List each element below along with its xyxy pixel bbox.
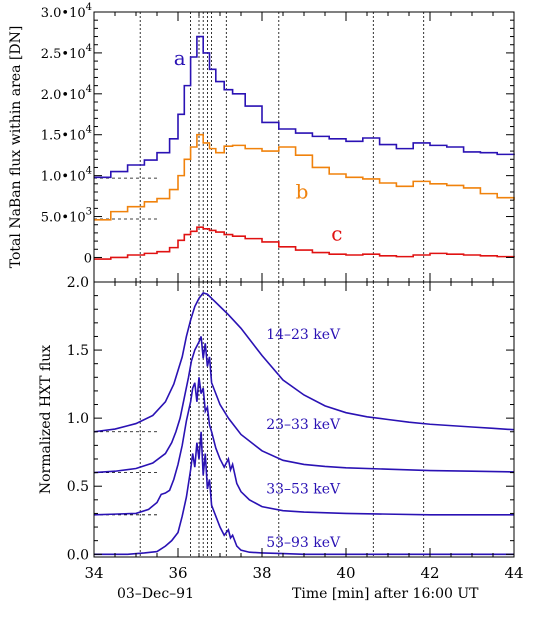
series-label: 14–23 keV [266,327,341,343]
y-tick-exponent: 4 [86,43,92,54]
y-tick-label: 0.5 [67,479,89,495]
x-tick-label: 38 [252,564,271,582]
series-label: 33–53 keV [266,482,341,498]
y-tick-label: 3.0•104 [41,2,92,21]
series-line-top-1 [94,133,515,221]
y-tick-label: 5.0•103 [41,207,92,226]
series-label: 23–33 keV [266,417,341,433]
series-line-bottom-1 [93,336,515,474]
x-tick-label: 44 [504,564,523,582]
series-label: 53–93 keV [266,535,341,551]
top-panel: a bc 0 5.0•103 1.0•104 1.5•104 2.0•104 2.5•104 3… [8,2,515,283]
date-label: 03–Dec–91 [117,586,194,602]
figure-labels: Time [min] after 16:00 UT 03–Dec–91 [117,586,479,602]
y-tick-label: 1.5 [67,343,89,359]
y-tick-label: 1.0•104 [41,166,92,185]
series-line-bottom-2 [93,377,514,516]
y-tick-exponent: 4 [86,125,92,136]
y-tick-label: 1.5•104 [41,125,92,144]
series-label: c [331,221,342,245]
x-tick-label: 34 [84,564,103,582]
y-tick-exponent: 4 [86,2,92,13]
y-tick-label: 0 [84,251,92,266]
y-tick-label: 2.5•104 [41,43,92,62]
series-line-bottom-0 [93,291,515,433]
series-line-top-0 [94,35,515,179]
y-tick-label: 1.0 [67,411,89,427]
series-label: b [296,180,309,204]
series-line-top-2 [94,226,515,260]
y-tick-label: 2.0•104 [41,84,92,103]
x-tick-label: 42 [420,564,439,582]
y-tick-exponent: 4 [86,166,92,177]
x-axis-title: Time [min] after 16:00 UT [292,586,479,602]
y-axis-title: Normalized HXT flux [38,345,54,494]
y-tick-exponent: 3 [86,207,92,218]
y-axis-title: Total NaBan flux within area [DN] [8,26,24,269]
y-tick-label: 2.0 [67,275,89,291]
x-tick-label: 40 [336,564,355,582]
y-tick-exponent: 4 [86,84,92,95]
y-tick-label: 0.0 [67,547,89,563]
bottom-panel: 14–23 keV 23–33 keV 33–53 keV 53–93 keV 0.0 0… [38,275,524,582]
x-tick-label: 36 [168,564,187,582]
series-label: a [174,46,186,70]
